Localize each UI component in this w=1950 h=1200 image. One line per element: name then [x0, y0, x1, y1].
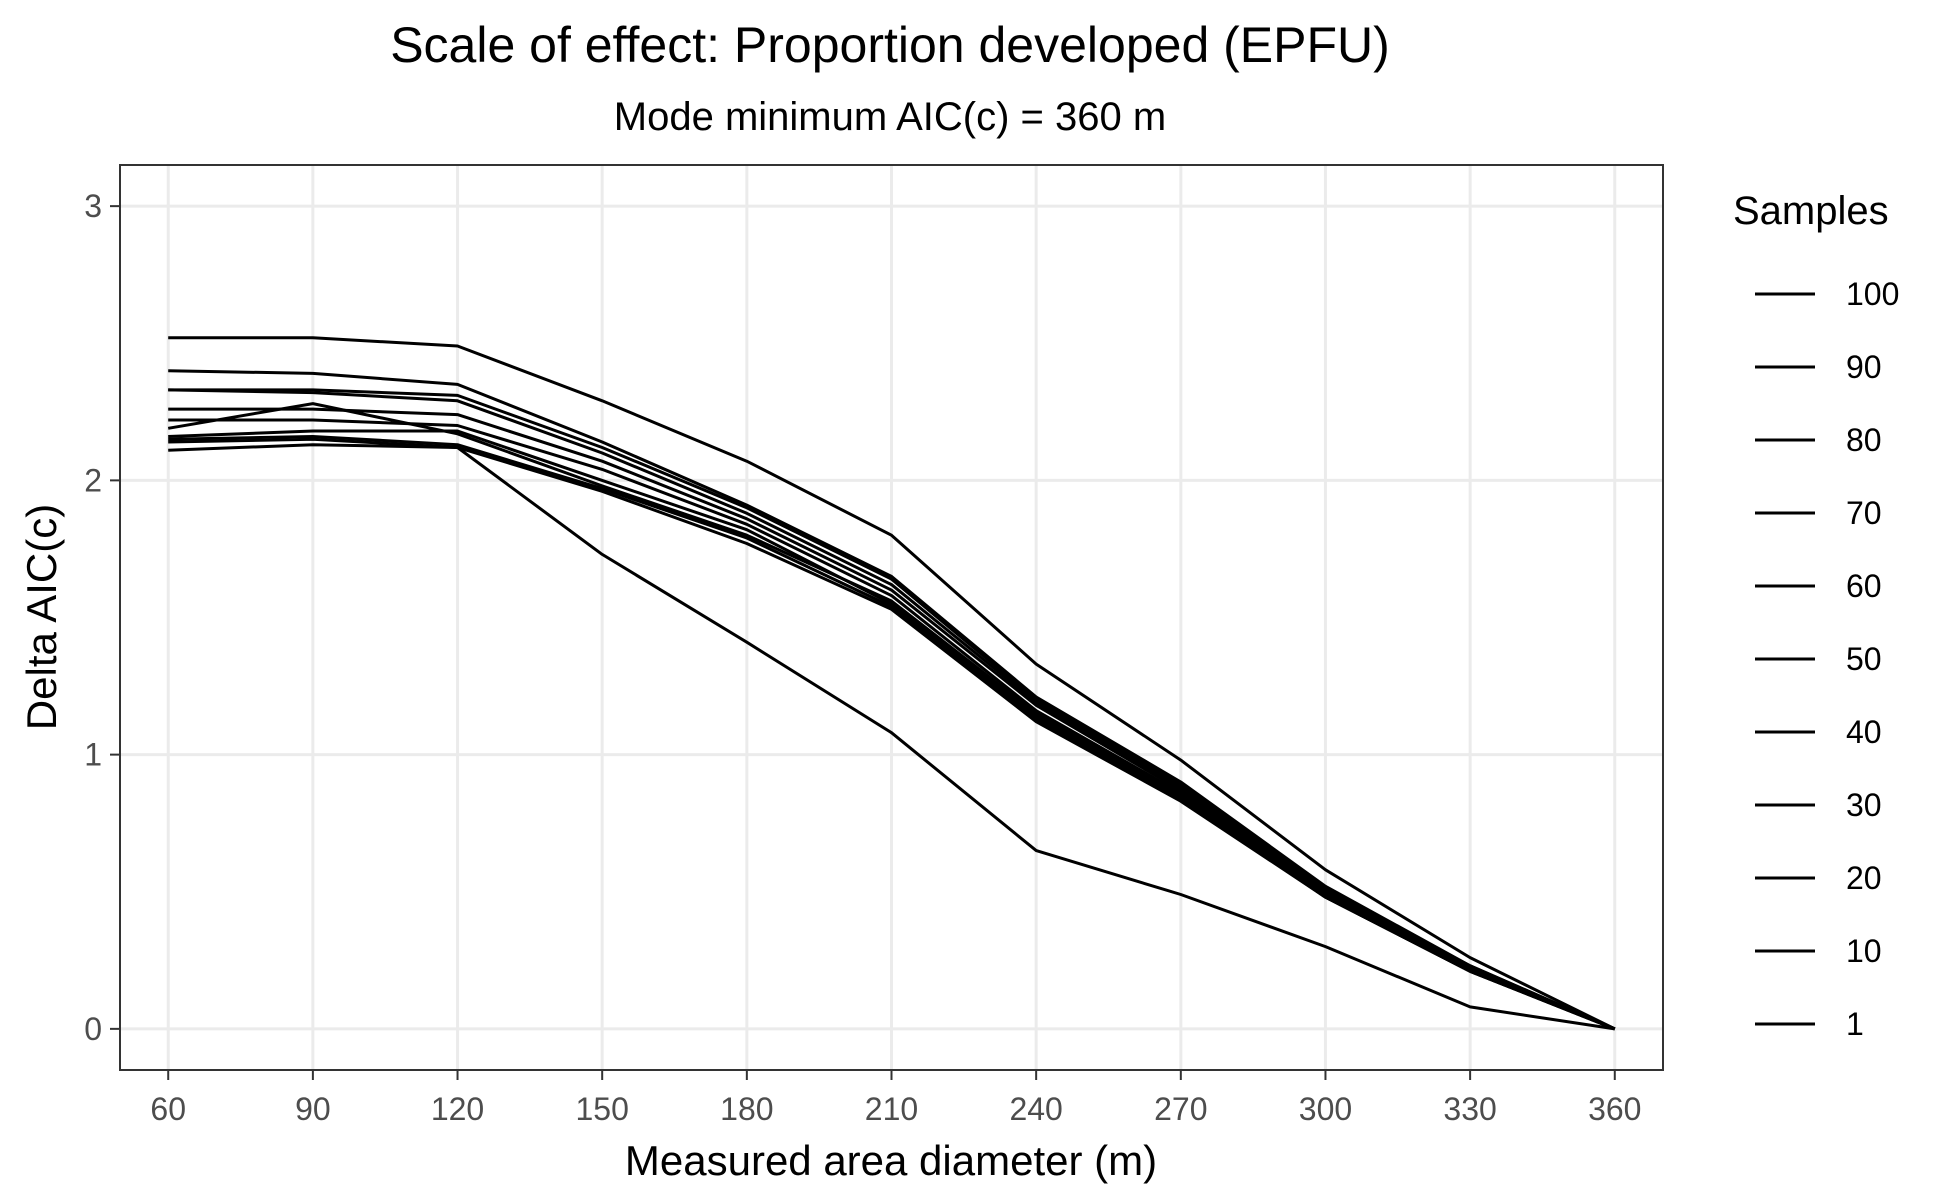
y-tick-label: 0 — [84, 1011, 102, 1047]
y-axis: 0 1 2 3 — [84, 188, 120, 1047]
y-axis-title: Delta AIC(c) — [18, 504, 65, 730]
x-axis: 60 90 120 150 180 210 240 270 300 330 360 — [150, 1070, 1641, 1127]
legend-entries: 100 90 80 70 60 50 40 30 20 10 1 — [1755, 276, 1899, 1042]
series-line-1 — [168, 336, 1616, 1031]
legend-label: 40 — [1846, 714, 1882, 750]
x-tick-label: 90 — [295, 1091, 331, 1127]
legend-label: 60 — [1846, 568, 1882, 604]
legend-label: 30 — [1846, 787, 1882, 823]
series-line-11 — [168, 437, 1616, 1031]
y-tick-label: 2 — [84, 462, 102, 498]
x-tick-label: 180 — [720, 1091, 773, 1127]
series-line-7 — [167, 402, 1616, 1031]
x-tick-label: 360 — [1588, 1091, 1641, 1127]
series-line-5 — [168, 407, 1616, 1031]
legend-label: 10 — [1846, 933, 1882, 969]
x-tick-label: 60 — [150, 1091, 186, 1127]
x-tick-label: 270 — [1154, 1091, 1207, 1127]
x-tick-label: 300 — [1299, 1091, 1352, 1127]
series-line-2 — [168, 369, 1616, 1031]
chart-title: Scale of effect: Proportion developed (E… — [390, 17, 1390, 73]
series-lines — [167, 336, 1616, 1031]
legend-label: 70 — [1846, 495, 1882, 531]
series-line-10 — [168, 443, 1616, 1031]
x-tick-label: 330 — [1443, 1091, 1496, 1127]
legend-label: 100 — [1846, 276, 1899, 312]
plot-panel — [119, 164, 1664, 1071]
series-line-3 — [168, 388, 1616, 1031]
x-tick-label: 240 — [1009, 1091, 1062, 1127]
gridlines — [120, 165, 1663, 1070]
x-tick-label: 210 — [865, 1091, 918, 1127]
legend-label: 50 — [1846, 641, 1882, 677]
legend: Samples 100 90 80 70 60 50 40 30 20 10 1 — [1733, 189, 1899, 1042]
chart-subtitle: Mode minimum AIC(c) = 360 m — [614, 95, 1166, 139]
y-tick-label: 3 — [84, 188, 102, 224]
x-tick-label: 120 — [431, 1091, 484, 1127]
legend-title: Samples — [1733, 189, 1889, 233]
legend-label: 1 — [1846, 1006, 1864, 1042]
x-axis-title: Measured area diameter (m) — [625, 1137, 1157, 1184]
legend-label: 80 — [1846, 422, 1882, 458]
legend-label: 20 — [1846, 860, 1882, 896]
legend-label: 90 — [1846, 349, 1882, 385]
y-tick-label: 1 — [84, 737, 102, 773]
x-tick-label: 150 — [575, 1091, 628, 1127]
